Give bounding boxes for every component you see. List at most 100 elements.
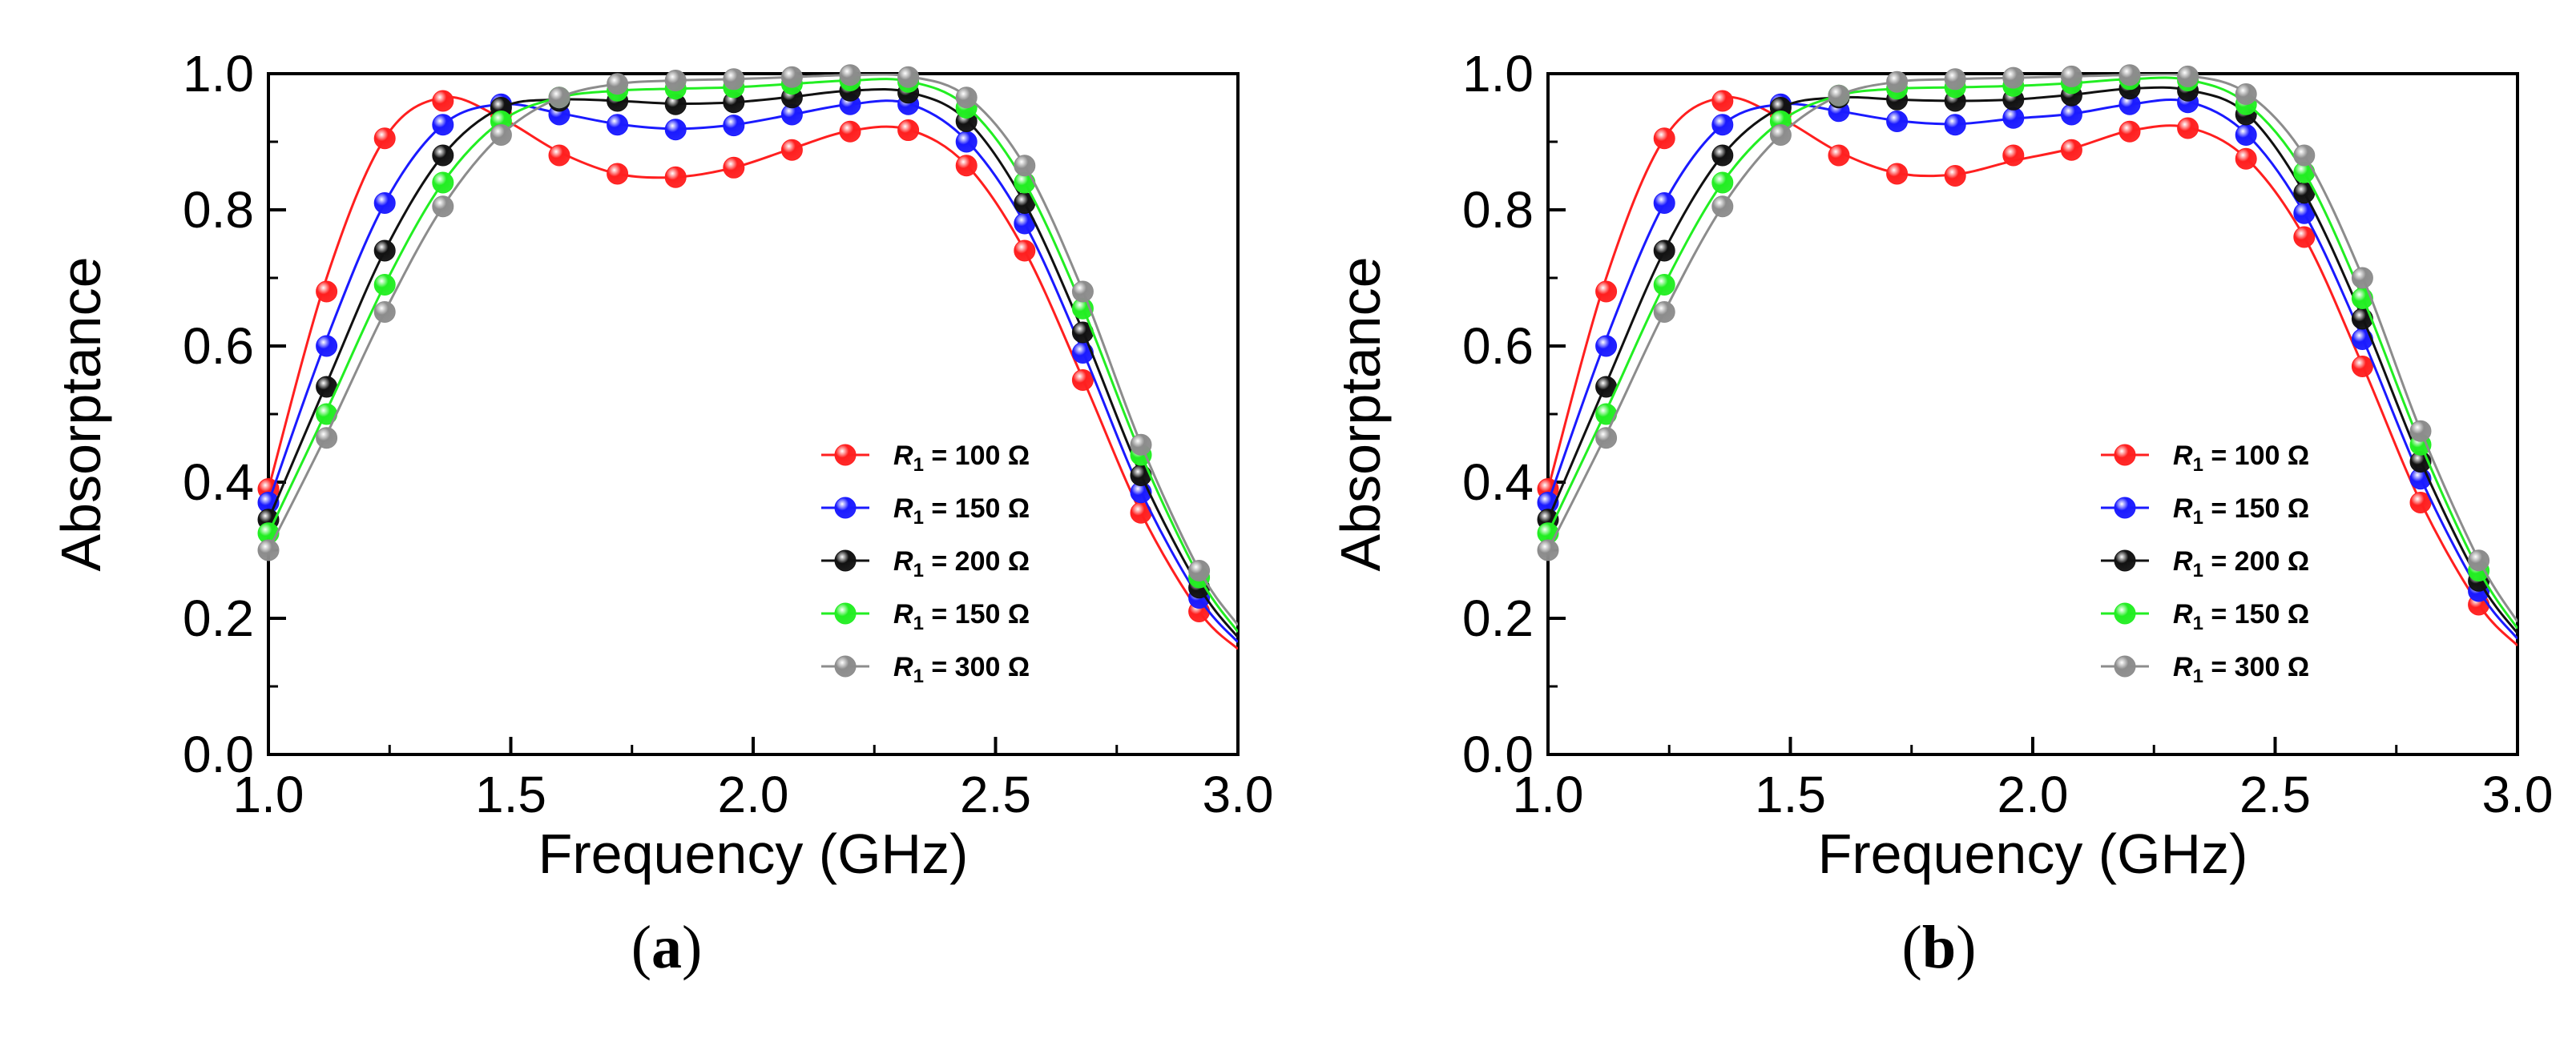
series-point bbox=[1653, 239, 1675, 262]
series-point bbox=[1828, 84, 1850, 107]
x-tick-label: 2.5 bbox=[2239, 766, 2311, 823]
x-tick-label: 1.5 bbox=[1755, 766, 1826, 823]
caption-a: (a) bbox=[587, 913, 747, 983]
legend-label-value: = 150 Ω bbox=[2203, 493, 2309, 524]
series-point bbox=[1886, 163, 1909, 185]
series-point bbox=[373, 127, 396, 150]
legend-label: R1 = 150 Ω bbox=[893, 493, 1030, 529]
series-point bbox=[780, 66, 803, 88]
x-tick-label: 3.0 bbox=[1203, 766, 1274, 823]
series-point bbox=[1014, 155, 1036, 177]
legend-label-prefix: R bbox=[893, 652, 913, 682]
legend-label-subscript: 1 bbox=[2193, 454, 2203, 476]
y-tick-label: 0.8 bbox=[1462, 181, 1534, 239]
series-point bbox=[839, 64, 861, 86]
series-line bbox=[1548, 76, 2518, 630]
series-point bbox=[1944, 68, 1966, 91]
y-tick-label: 0.6 bbox=[183, 317, 254, 375]
series-point bbox=[548, 86, 570, 109]
series-line bbox=[1548, 74, 2518, 623]
legend-label-value: = 100 Ω bbox=[2203, 441, 2309, 471]
series-point bbox=[373, 239, 396, 262]
series-point bbox=[664, 166, 687, 188]
series-point bbox=[373, 192, 396, 214]
series-point bbox=[1071, 280, 1094, 303]
y-axis-title: Absorptance bbox=[50, 256, 112, 571]
series-point bbox=[2293, 226, 2316, 248]
series-point bbox=[316, 335, 338, 357]
chart-panel-b: 1.0 1.5 2.0 2.5 3.0 0.0 0.2 0.4 0.6 0.8 1.0 Frequen… bbox=[1329, 45, 2553, 885]
legend-label: R1 = 200 Ω bbox=[893, 546, 1030, 581]
series-point bbox=[2060, 139, 2082, 161]
series-point bbox=[2351, 288, 2373, 309]
series-4 bbox=[1537, 68, 2518, 630]
x-tick-label: 1.0 bbox=[1513, 766, 1584, 823]
legend-label-prefix: R bbox=[893, 599, 913, 630]
legend-label-subscript: 1 bbox=[2193, 666, 2203, 687]
series-point bbox=[607, 163, 629, 185]
legend-label: R1 = 150 Ω bbox=[2173, 599, 2309, 634]
y-tick-label: 0.2 bbox=[1462, 589, 1534, 647]
series-point bbox=[1886, 111, 1909, 132]
series-point bbox=[432, 90, 454, 112]
legend-marker bbox=[2114, 655, 2136, 678]
legend: R1 = 100 ΩR1 = 150 ΩR1 = 200 ΩR1 = 150 Ω… bbox=[2101, 441, 2309, 687]
series-point bbox=[1595, 335, 1618, 357]
series-point bbox=[839, 120, 861, 143]
series-point bbox=[2002, 66, 2025, 89]
series-point bbox=[723, 156, 745, 179]
legend-label: R1 = 150 Ω bbox=[893, 599, 1030, 634]
series-point bbox=[548, 144, 570, 167]
y-tick-label: 1.0 bbox=[1462, 45, 1534, 103]
legend-marker bbox=[834, 497, 857, 519]
series-line bbox=[268, 78, 1238, 633]
series-line bbox=[1548, 95, 2518, 647]
legend-entry-3: R1 = 200 Ω bbox=[821, 546, 1030, 581]
series-point bbox=[955, 86, 978, 109]
series-point bbox=[723, 115, 745, 137]
series-point bbox=[607, 114, 629, 136]
x-tick-label: 2.0 bbox=[718, 766, 789, 823]
series-point bbox=[432, 144, 454, 167]
x-axis-title: Frequency (GHz) bbox=[538, 823, 969, 885]
caption-a-open: ( bbox=[631, 914, 651, 981]
legend-label: R1 = 200 Ω bbox=[2173, 546, 2309, 581]
series-point bbox=[316, 427, 338, 449]
series-point bbox=[723, 68, 745, 91]
legend-label-subscript: 1 bbox=[913, 560, 924, 581]
series-point bbox=[1828, 144, 1850, 167]
series-point bbox=[607, 73, 629, 95]
series-line bbox=[268, 99, 1238, 643]
legend-label-subscript: 1 bbox=[2193, 560, 2203, 581]
legend-marker bbox=[2114, 549, 2136, 572]
legend-entry-4: R1 = 150 Ω bbox=[821, 599, 1030, 634]
series-point bbox=[432, 195, 454, 218]
legend-label-prefix: R bbox=[2173, 599, 2193, 630]
legend-label-value: = 150 Ω bbox=[2203, 599, 2309, 630]
series-line bbox=[268, 87, 1238, 638]
series-point bbox=[955, 155, 978, 177]
legend-label-subscript: 1 bbox=[913, 507, 924, 529]
x-tick-label: 2.0 bbox=[1998, 766, 2069, 823]
series-line bbox=[268, 74, 1238, 626]
series-point bbox=[2002, 107, 2025, 129]
legend-marker bbox=[834, 444, 857, 466]
caption-a-close: ) bbox=[682, 914, 703, 981]
series-point bbox=[257, 539, 280, 561]
series-point bbox=[1711, 90, 1734, 112]
series-point bbox=[2118, 64, 2141, 86]
series-point bbox=[2235, 83, 2257, 105]
series-point bbox=[1944, 114, 1966, 136]
legend-label-value: = 150 Ω bbox=[924, 599, 1030, 630]
series-point bbox=[2235, 147, 2257, 170]
series-point bbox=[373, 301, 396, 323]
series-point bbox=[316, 280, 338, 303]
legend-marker bbox=[834, 549, 857, 572]
series-point bbox=[1653, 301, 1675, 323]
legend-label-prefix: R bbox=[2173, 493, 2193, 524]
legend-label: R1 = 150 Ω bbox=[2173, 493, 2309, 529]
series-point bbox=[1071, 369, 1094, 391]
x-tick-label: 3.0 bbox=[2482, 766, 2554, 823]
series-point bbox=[2293, 144, 2316, 167]
